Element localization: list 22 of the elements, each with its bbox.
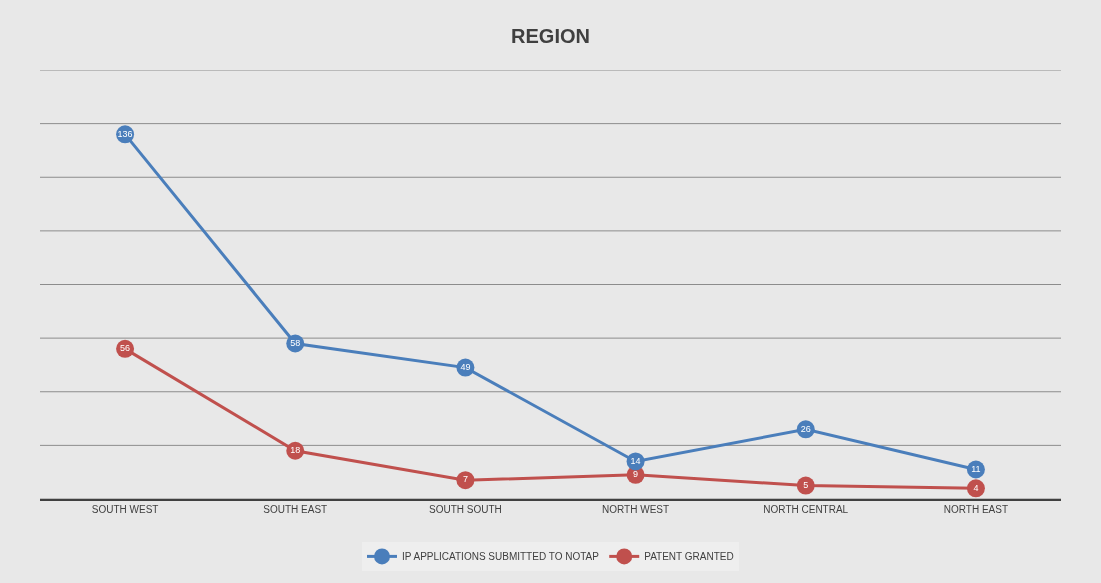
legend-label: PATENT GRANTED	[644, 551, 734, 563]
legend-label: IP APPLICATIONS SUBMITTED TO NOTAP	[402, 551, 600, 563]
data-label: 14	[630, 455, 641, 466]
x-tick-label: NORTH EAST	[943, 503, 1009, 515]
x-tick-label: SOUTH WEST	[91, 503, 159, 515]
x-tick-label: SOUTH EAST	[263, 503, 328, 515]
x-tick-label: SOUTH SOUTH	[429, 503, 502, 515]
data-label: 11	[971, 463, 981, 474]
data-label: 4	[973, 482, 979, 493]
x-tick-label: NORTH CENTRAL	[763, 503, 849, 515]
data-label: 26	[800, 423, 811, 434]
point	[456, 471, 475, 490]
data-label: 7	[462, 474, 468, 485]
x-tick-label: NORTH WEST	[602, 503, 670, 515]
data-label: 136	[117, 128, 133, 139]
data-label: 5	[803, 479, 809, 490]
data-label: 9	[633, 469, 639, 480]
data-label: 49	[460, 361, 471, 372]
data-label: 58	[290, 337, 301, 348]
data-label: 56	[120, 343, 131, 354]
data-label: 18	[290, 444, 301, 455]
chart-title: REGION	[511, 25, 590, 48]
